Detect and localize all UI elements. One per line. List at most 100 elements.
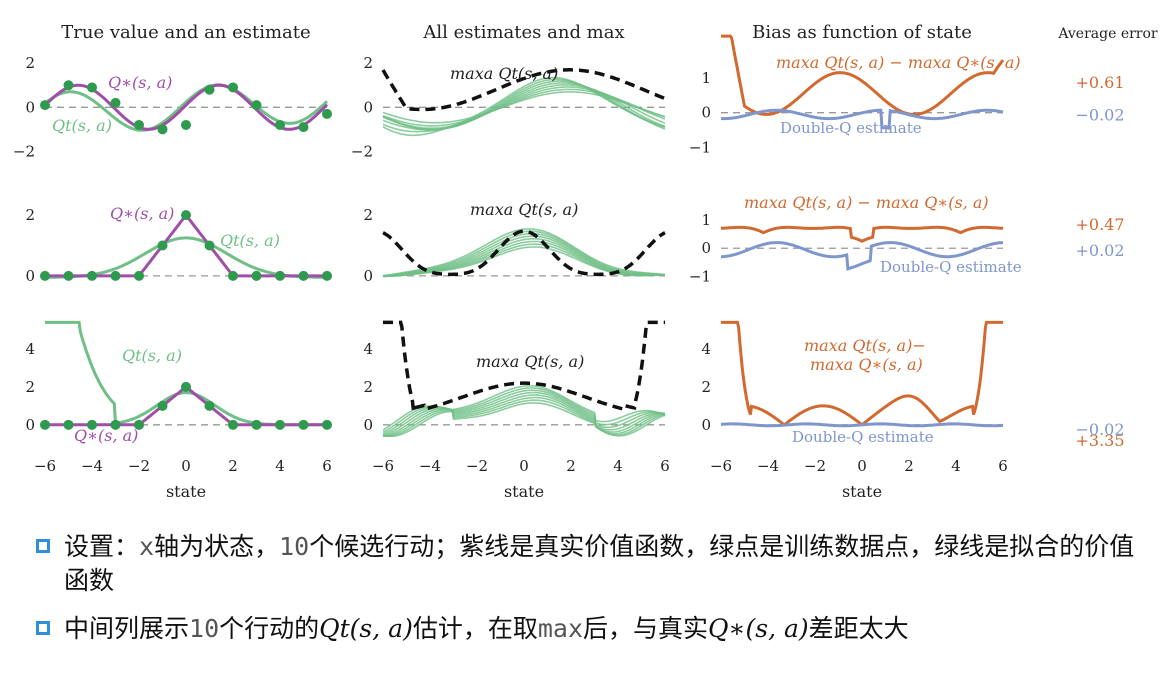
x-tick-label: 4 — [275, 457, 285, 475]
training-point — [251, 100, 262, 111]
y-tick-label: 0 — [701, 239, 711, 257]
double-q-line — [721, 241, 1003, 271]
y-tick-label: 4 — [701, 340, 711, 358]
x-tick-label: 6 — [998, 457, 1008, 475]
average-error-double-q: −0.02 — [1075, 420, 1124, 439]
training-point — [87, 270, 97, 281]
x-tick-label: 4 — [951, 457, 961, 475]
column-title: All estimates and max — [422, 22, 624, 43]
action-estimate-line — [382, 86, 666, 129]
double-q-line — [721, 108, 1004, 130]
y-tick-label: 0 — [25, 416, 35, 434]
training-point — [275, 270, 285, 281]
square-bullet-icon — [36, 621, 50, 635]
y-tick-label: 2 — [363, 378, 373, 396]
y-tick-label: 1 — [701, 211, 711, 229]
training-point — [298, 122, 309, 133]
training-point — [298, 419, 309, 430]
y-tick-label: −2 — [351, 142, 373, 160]
training-point — [251, 270, 262, 281]
x-tick-label: −6 — [372, 457, 394, 475]
column-title: Bias as function of state — [752, 22, 972, 43]
bias-line — [721, 34, 1005, 117]
y-tick-label: 0 — [25, 267, 35, 285]
x-tick-label: −2 — [128, 457, 150, 475]
training-point — [228, 82, 238, 93]
x-axis-label: state — [166, 482, 206, 501]
bullet-text: 设置：x轴为状态，10个候选行动；紫线是真实价值函数，绿点是训练数据点，绿线是拟… — [64, 532, 1135, 595]
true-value-label: Q∗(s, a) — [110, 204, 174, 223]
training-point — [157, 240, 168, 251]
training-point — [181, 381, 191, 392]
x-tick-label: 2 — [566, 457, 576, 475]
training-point — [63, 419, 74, 430]
training-point — [87, 82, 97, 93]
y-tick-label: 2 — [25, 206, 35, 224]
y-tick-label: −2 — [13, 142, 35, 160]
column-title: True value and an estimate — [61, 22, 310, 43]
average-error-q: +0.47 — [1075, 215, 1124, 234]
training-point — [40, 100, 50, 111]
max-label: maxa Qt(s, a) — [450, 64, 558, 83]
x-tick-label: −6 — [710, 457, 732, 475]
square-bullet-icon — [36, 539, 50, 553]
y-tick-label: −1 — [689, 139, 711, 157]
training-point — [181, 119, 191, 130]
training-point — [110, 270, 121, 281]
y-tick-label: 1 — [701, 69, 711, 87]
training-point — [228, 270, 238, 281]
true-value-label: Q∗(s, a) — [108, 73, 172, 92]
y-tick-label: −1 — [689, 268, 711, 286]
training-point — [40, 270, 50, 281]
x-axis-label: state — [842, 482, 882, 501]
training-point — [110, 419, 121, 430]
action-estimate-line — [382, 80, 666, 131]
bullet-item: 中间列展示10个行动的Qt(s, a)估计，在取max后，与真实Q∗(s, a)… — [36, 612, 1146, 646]
estimate-label: Qt(s, a) — [220, 231, 280, 250]
average-error-q: +0.61 — [1075, 73, 1124, 92]
max-estimate-line — [381, 68, 666, 112]
training-point — [322, 270, 332, 281]
action-estimate-line — [382, 76, 666, 137]
x-tick-label: 6 — [660, 457, 670, 475]
estimate-line — [45, 320, 327, 427]
y-tick-label: 0 — [701, 104, 711, 122]
max-label: maxa Qt(s, a) — [470, 200, 578, 219]
double-q-line — [720, 422, 1004, 428]
y-tick-label: 2 — [25, 378, 35, 396]
x-tick-label: −2 — [466, 457, 488, 475]
x-tick-label: 0 — [857, 457, 867, 475]
training-point — [204, 84, 215, 95]
training-point — [134, 270, 144, 281]
training-point — [134, 119, 144, 130]
estimate-label: Qt(s, a) — [122, 346, 182, 365]
y-tick-label: 2 — [363, 54, 373, 72]
y-tick-label: 0 — [25, 98, 35, 116]
training-point — [63, 270, 74, 281]
x-tick-label: −4 — [419, 457, 441, 475]
average-error-double-q: −0.02 — [1075, 106, 1124, 125]
training-point — [157, 400, 168, 411]
estimate-label: Qt(s, a) — [52, 116, 112, 135]
training-point — [181, 210, 191, 221]
action-estimate-line — [382, 394, 665, 437]
training-point — [275, 419, 285, 430]
y-tick-label: 2 — [363, 206, 373, 224]
training-point — [251, 419, 262, 430]
training-point — [204, 240, 215, 251]
training-point — [322, 419, 332, 430]
training-point — [298, 270, 309, 281]
figure: True value and an estimate All estimates … — [13, 22, 1158, 501]
x-axis-label: state — [504, 482, 544, 501]
action-estimate-line — [383, 396, 666, 437]
training-point — [40, 419, 50, 430]
x-tick-label: 6 — [322, 457, 332, 475]
bias-label: maxa Qt(s, a) − maxa Q∗(s, a) — [776, 53, 1021, 72]
bias-line — [720, 225, 1004, 243]
double-q-label: Double-Q estimate — [880, 258, 1022, 276]
bias-label: maxa Qt(s, a) − maxa Q∗(s, a) — [744, 193, 989, 212]
training-point — [157, 124, 168, 135]
max-estimate-line — [383, 320, 665, 413]
action-estimate-line — [382, 228, 666, 277]
training-point — [275, 119, 285, 130]
